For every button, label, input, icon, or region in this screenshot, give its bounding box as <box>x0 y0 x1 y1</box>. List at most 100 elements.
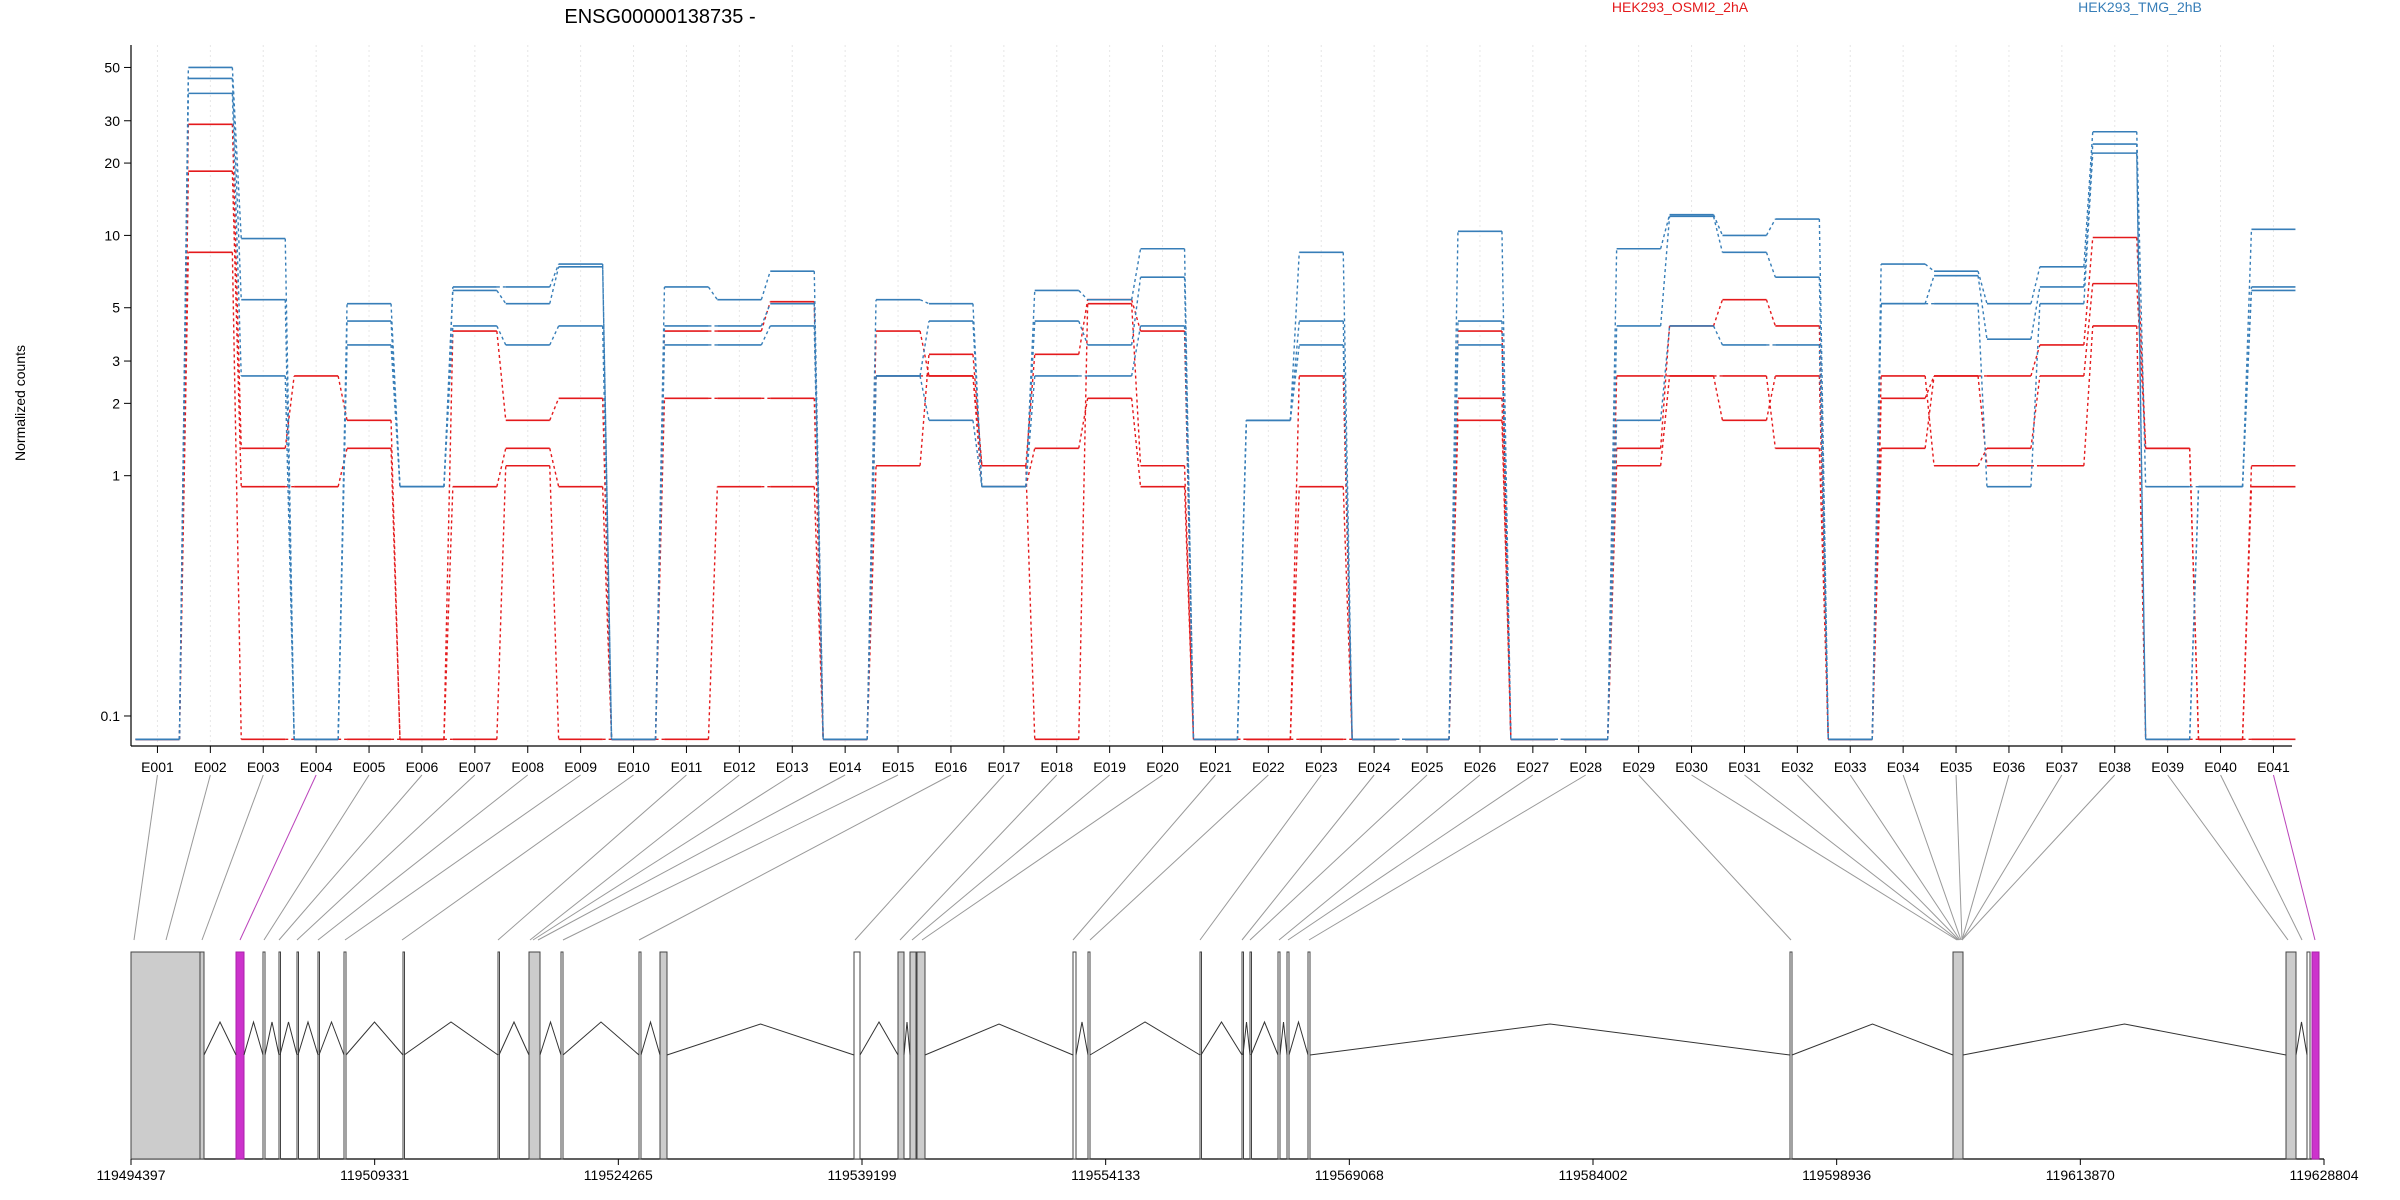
y-tick-label: 2 <box>112 395 120 411</box>
exon-connector-line <box>317 774 529 941</box>
intron-line <box>1279 1021 1288 1056</box>
exon-connector-line <box>1691 774 1958 941</box>
series-3-connector <box>707 486 719 740</box>
series-2-connector <box>1130 398 1142 487</box>
series-3-connector <box>1607 465 1618 740</box>
x-tick-label: E016 <box>935 759 968 775</box>
series-3-connector <box>549 465 560 740</box>
exon-block <box>853 951 861 1160</box>
intron-line <box>1309 1023 1791 1056</box>
series-3-connector <box>1078 303 1089 740</box>
series-1-connector <box>760 301 771 332</box>
x-tick-label: E034 <box>1887 759 1920 775</box>
exon-block <box>1277 951 1281 1160</box>
exon-connector-line <box>296 774 476 941</box>
y-tick-label: 30 <box>104 113 120 129</box>
genomic-tick-label: 119524265 <box>584 1167 653 1183</box>
intron-line <box>562 1021 640 1056</box>
series-3-connector <box>231 252 242 740</box>
series-5-connector <box>231 78 242 300</box>
series-2-connector <box>231 171 242 487</box>
series-5-connector <box>972 321 983 487</box>
genomic-tick-label: 119598936 <box>1802 1167 1871 1183</box>
exon-block <box>1789 951 1793 1160</box>
intron-line <box>1242 1021 1251 1056</box>
intron-line <box>924 1023 1074 1056</box>
highlighted-exon-block <box>2311 951 2320 1160</box>
series-1-connector <box>390 420 401 740</box>
series-4-connector <box>919 299 930 305</box>
series-6-connector <box>549 325 560 346</box>
exon-connector-line <box>344 774 581 941</box>
exon-connector-line <box>911 774 1110 941</box>
series-6-connector <box>1712 325 1724 346</box>
exon-block <box>638 951 642 1160</box>
intron-line <box>2295 1021 2308 1056</box>
intron-line <box>279 1021 298 1056</box>
x-tick-label: E018 <box>1040 759 1073 775</box>
x-tick-label: E005 <box>353 759 386 775</box>
intron-line <box>1288 1020 1309 1056</box>
x-tick-label: E001 <box>141 759 174 775</box>
series-1-connector <box>2136 237 2147 449</box>
series-6-connector <box>337 344 348 740</box>
exon-connector-line <box>921 774 1163 941</box>
series-2-connector <box>2030 375 2041 449</box>
series-6-connector <box>1183 325 1195 740</box>
series-4-connector <box>1501 231 1512 740</box>
exon-connector-line <box>638 774 952 941</box>
series-6-connector <box>231 93 242 376</box>
exon-connector-line <box>1961 774 2063 941</box>
genomic-tick-label: 119494397 <box>96 1167 165 1183</box>
series-4-connector <box>549 263 560 288</box>
series-6-connector <box>390 344 401 487</box>
series-3-connector <box>919 354 930 466</box>
series-2-connector <box>1712 299 1724 327</box>
x-tick-label: E027 <box>1516 759 1549 775</box>
series-3-connector <box>1501 420 1512 740</box>
exon-connector-line <box>1961 774 2116 941</box>
exon-connectors <box>133 774 2316 941</box>
exon-block <box>909 951 917 1160</box>
series-4-connector <box>1977 270 1988 304</box>
series-6-connector <box>1025 375 1036 487</box>
exon-connector-line <box>401 774 634 941</box>
series-6-connector <box>1130 325 1142 377</box>
x-tick-label: E011 <box>671 759 703 775</box>
series-1-connector <box>1712 375 1724 421</box>
exon-block <box>2285 951 2297 1160</box>
y-tick-label: 20 <box>104 155 120 171</box>
series-4-connector <box>601 264 613 740</box>
x-tick-label: E006 <box>406 759 439 775</box>
genomic-tick-label: 119539199 <box>827 1167 896 1183</box>
series-6-connector <box>1236 420 1248 740</box>
series-1-connector <box>2241 465 2253 740</box>
exon-block <box>199 951 205 1160</box>
series-3-connector <box>2083 325 2094 466</box>
series-4-connector <box>2030 266 2041 304</box>
plot-axes <box>130 45 2292 747</box>
series-6-connector <box>919 375 930 421</box>
x-tick-label: E024 <box>1358 759 1391 775</box>
exon-connector-line <box>263 774 370 941</box>
series-2-connector <box>1342 486 1353 740</box>
series-4-connector <box>1078 289 1089 301</box>
exon-block <box>1241 951 1244 1160</box>
series-3-connector <box>972 354 983 466</box>
series-5-connector <box>284 299 295 740</box>
series-6-connector <box>1977 303 1988 487</box>
x-tick-label: E025 <box>1411 759 1444 775</box>
series-1-connector <box>1130 299 1142 332</box>
intron-line <box>1791 1023 1954 1056</box>
x-tick-label: E004 <box>300 759 333 775</box>
genomic-tick-label: 119554133 <box>1071 1167 1140 1183</box>
series-4-connector <box>1607 248 1618 740</box>
series-4-connector <box>866 299 877 740</box>
series-6-connector <box>178 93 190 740</box>
x-tick-label: E040 <box>2204 759 2237 775</box>
exon-connector-line <box>1072 774 1216 941</box>
series-1-connector <box>1078 299 1089 355</box>
x-tick-label: E020 <box>1146 759 1179 775</box>
series-4-connector <box>813 271 824 740</box>
intron-line <box>297 1020 319 1056</box>
